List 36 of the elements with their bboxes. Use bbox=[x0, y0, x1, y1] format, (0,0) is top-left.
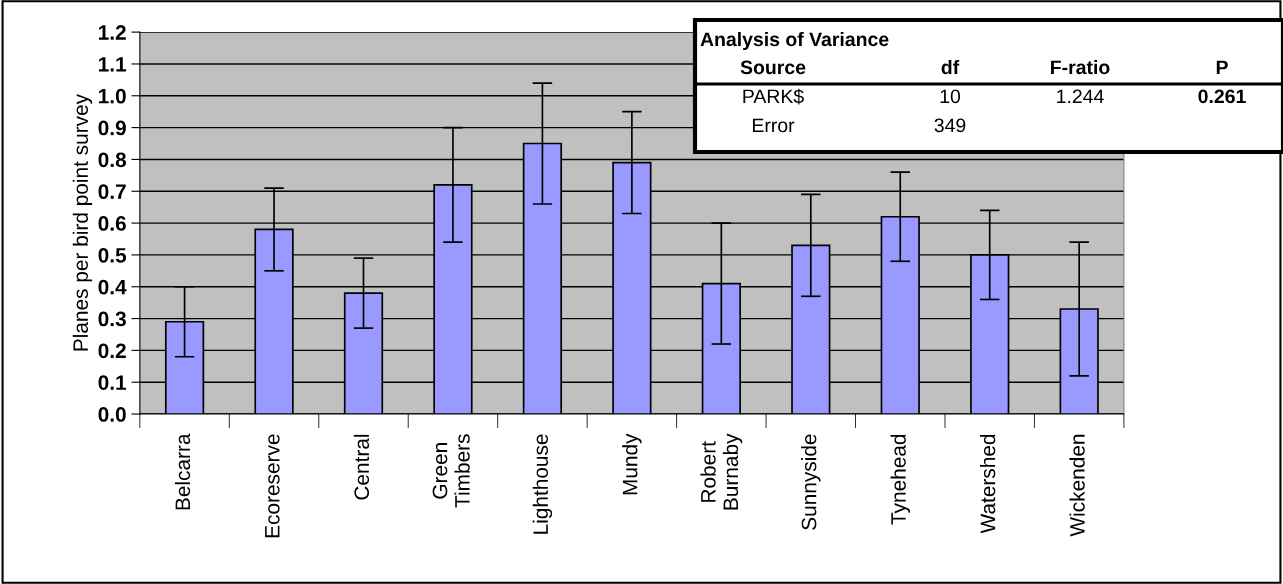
y-tick-label: 0.7 bbox=[98, 184, 126, 200]
x-tick-label: Robert Burnaby bbox=[700, 433, 743, 510]
y-tick-label: 0.0 bbox=[98, 407, 126, 422]
x-tick-label: Tynehead bbox=[890, 434, 910, 525]
y-tick-label: 0.9 bbox=[98, 120, 126, 136]
x-tick-label: Lighthouse bbox=[532, 434, 553, 534]
y-tick-label: 0.6 bbox=[98, 216, 126, 231]
y-axis-title: Planes per bird point survey bbox=[72, 94, 93, 351]
y-tick-label: 1.1 bbox=[99, 57, 127, 72]
y-tick-label: 0.8 bbox=[98, 152, 127, 168]
annotation: Error bbox=[752, 118, 795, 133]
y-tick-label: 1.2 bbox=[99, 25, 126, 40]
text: P bbox=[1216, 60, 1228, 75]
annotation: 1.244 bbox=[1057, 89, 1104, 104]
y-tick-label: 0.5 bbox=[98, 247, 127, 263]
annotation: 10 bbox=[940, 89, 961, 104]
annotation: 349 bbox=[934, 118, 966, 133]
x-tick-label: Wickenden bbox=[1069, 434, 1085, 537]
y-tick-label: 0.3 bbox=[98, 311, 126, 327]
y-tick-label: 0.2 bbox=[98, 343, 126, 359]
y-tick-label: 0.1 bbox=[98, 375, 127, 390]
annotation: Analysis of Variance bbox=[700, 31, 889, 51]
y-tick-label: 0.4 bbox=[98, 279, 127, 295]
x-tick-label: Belcarra bbox=[174, 433, 191, 510]
x-tick-label: Green Timbers bbox=[432, 434, 470, 508]
annotation: PARK$ bbox=[743, 88, 804, 105]
y-tick-label: 1.0 bbox=[99, 88, 126, 104]
x-tick-label: Sunnyside bbox=[801, 434, 821, 530]
annotation: df bbox=[941, 59, 960, 75]
text: 0.261 bbox=[1198, 89, 1246, 104]
x-tick-label: Central bbox=[353, 434, 370, 500]
annotation: Source bbox=[740, 60, 806, 75]
annotation: F-ratio bbox=[1051, 59, 1110, 75]
x-tick-label: Watershed bbox=[980, 434, 996, 534]
x-tick-label: Ecoreserve bbox=[265, 434, 280, 538]
x-tick-label: Mundy bbox=[622, 433, 642, 495]
